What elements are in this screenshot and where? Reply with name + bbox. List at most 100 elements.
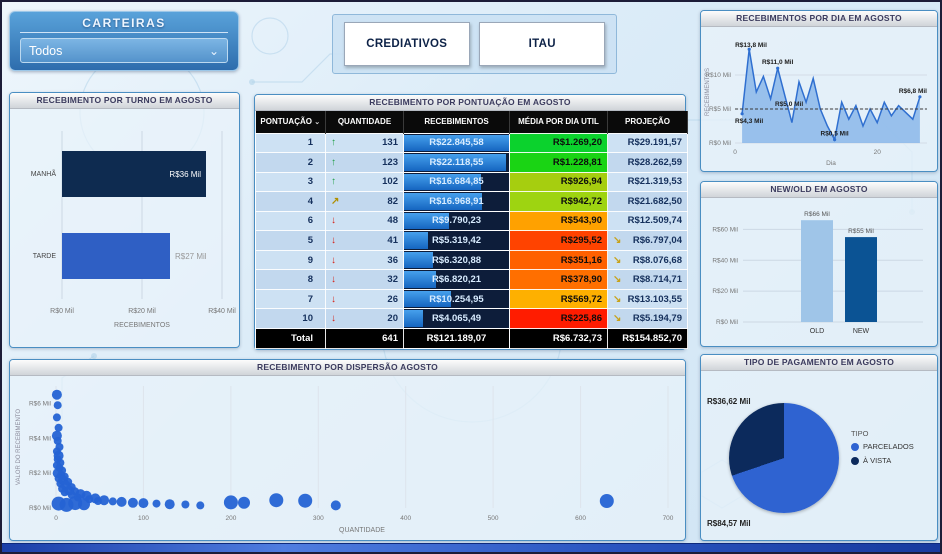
- tick-label: 200: [225, 515, 236, 522]
- cell-media: R$1.228,81: [509, 152, 608, 173]
- table-row[interactable]: 8 ↓ 32 R$6.820,21 R$378,90 ↘ R$8.714,71: [255, 269, 688, 290]
- button-itau[interactable]: ITAU: [479, 22, 606, 66]
- tick-label: 300: [313, 515, 324, 522]
- scatter-point[interactable]: [54, 423, 63, 432]
- carteiras-dropdown[interactable]: Todos ⌄: [20, 38, 228, 63]
- scatter-point[interactable]: [138, 498, 149, 509]
- table-row[interactable]: 7 ↓ 26 R$10.254,95 R$569,72 ↘ R$13.103,55: [255, 288, 688, 310]
- scatter-point[interactable]: [53, 436, 62, 445]
- scatter-point[interactable]: [60, 488, 69, 497]
- cell-projecao: ↘ R$8.714,71: [607, 269, 688, 290]
- panel-recebimento-por-pontuacao: RECEBIMENTO POR PONTUAÇÃO EM AGOSTO PONT…: [254, 94, 688, 350]
- table-row[interactable]: 4 ↗ 82 R$16.968,91 R$942,72 R$21.682,50: [255, 191, 688, 212]
- column-header[interactable]: QUANTIDADE: [325, 111, 404, 133]
- cell-pontuacao: 7: [255, 288, 326, 310]
- scatter-point[interactable]: [51, 389, 62, 400]
- scatter-point[interactable]: [330, 500, 341, 511]
- column-header[interactable]: RECEBIMENTOS: [403, 111, 510, 133]
- tick-label: R$2 Mil: [29, 470, 52, 477]
- data-bar: [404, 173, 481, 191]
- scatter-point[interactable]: [238, 496, 250, 509]
- cell-recebimentos: R$22.118,55: [403, 152, 510, 173]
- table-row[interactable]: 6 ↓ 48 R$9.790,23 R$543,90 R$12.509,74: [255, 210, 688, 232]
- cell-projecao: R$21.319,53: [607, 171, 688, 193]
- daily-area-chart[interactable]: RECEBIMENTOS R$0 Mil R$5 Mil R$10 Mil R$5,0 …: [701, 27, 937, 171]
- column-header[interactable]: MÉDIA POR DIA UTIL: [509, 111, 608, 133]
- cell-media: R$569,72: [509, 288, 608, 310]
- data-point[interactable]: [776, 66, 780, 70]
- data-bar: [404, 232, 429, 249]
- data-bar: [404, 290, 452, 308]
- table-row[interactable]: 10 ↓ 20 R$4.065,49 R$225,86 ↘ R$5.194,79: [255, 308, 688, 329]
- trend-down-icon: ↓: [331, 293, 336, 305]
- newold-bar-chart[interactable]: R$0 Mil R$20 Mil R$40 Mil R$60 Mil R$66 Mil O…: [701, 198, 937, 346]
- scatter-point[interactable]: [78, 498, 90, 511]
- category-label: OLD: [810, 328, 824, 335]
- data-point[interactable]: [918, 95, 922, 99]
- cell-pontuacao: 8: [255, 269, 326, 290]
- carteiras-slicer-panel: CARTEIRAS Todos ⌄: [9, 11, 239, 71]
- cell-recebimentos: R$10.254,95: [403, 288, 510, 310]
- x-axis-title: QUANTIDADE: [339, 527, 385, 534]
- cell-recebimentos: R$6.320,88: [403, 249, 510, 271]
- cell-projecao: ↘ R$5.194,79: [607, 308, 688, 329]
- turno-bar-chart[interactable]: R$0 Mil R$20 Mil R$40 Mil MANHÃ R$36 Mil TARD…: [10, 109, 239, 347]
- dispersao-scatter-chart[interactable]: VALOR DO RECEBIMENTO 0 100 200 300 400 500 600 7…: [10, 376, 685, 540]
- scatter-point[interactable]: [181, 500, 190, 509]
- scatter-point[interactable]: [52, 413, 61, 422]
- data-point[interactable]: [833, 138, 837, 142]
- column-header[interactable]: PONTUAÇÃO ⌄: [255, 111, 326, 133]
- panel-recebimento-dispersao: RECEBIMENTO POR DISPERSÃO AGOSTO VALOR D…: [9, 359, 686, 541]
- table-row[interactable]: 9 ↓ 36 R$6.320,88 R$351,16 ↘ R$8.076,68: [255, 249, 688, 271]
- cell-pontuacao: 4: [255, 191, 326, 212]
- bar-new[interactable]: [845, 237, 877, 322]
- scatter-point[interactable]: [152, 499, 161, 508]
- cell-recebimentos: R$6.820,21: [403, 269, 510, 290]
- category-label: TARDE: [33, 253, 57, 260]
- tick-label: 600: [575, 515, 586, 522]
- scatter-point[interactable]: [108, 497, 117, 506]
- panel-title: TIPO DE PAGAMENTO EM AGOSTO: [701, 355, 937, 371]
- bar-old[interactable]: [801, 220, 833, 322]
- data-bar: [404, 271, 436, 288]
- button-crediativos[interactable]: CREDIATIVOS: [343, 22, 470, 66]
- scatter-point[interactable]: [53, 401, 62, 410]
- pie-chart[interactable]: [729, 403, 839, 513]
- pie-legend: TIPO PARCELADOS À VISTA: [851, 429, 914, 470]
- pontuacao-table[interactable]: PONTUAÇÃO ⌄ QUANTIDADE RECEBIMENTOS MÉDIA P…: [255, 111, 688, 349]
- scatter-point[interactable]: [223, 495, 238, 510]
- scatter-point[interactable]: [164, 499, 175, 510]
- bar-tarde[interactable]: [62, 233, 170, 279]
- bar-manhã[interactable]: [62, 151, 206, 197]
- trend-down-right-icon: ↘: [613, 254, 622, 266]
- column-header[interactable]: PROJEÇÃO: [607, 111, 688, 133]
- cell-projecao: ↘ R$6.797,04: [607, 230, 688, 251]
- table-row[interactable]: 2 ↑ 123 R$22.118,55 R$1.228,81 R$28.262,59: [255, 152, 688, 173]
- value-label: R$27 Mil: [175, 252, 207, 261]
- data-point[interactable]: [740, 112, 744, 116]
- cell-recebimentos: R$16.968,91: [403, 191, 510, 212]
- table-row[interactable]: 1 ↑ 131 R$22.845,58 R$1.269,20 R$29.191,57: [255, 132, 688, 154]
- data-label: R$11,0 Mil: [762, 59, 794, 66]
- data-label: R$4,3 Mil: [735, 118, 763, 125]
- panel-title: RECEBIMENTO POR TURNO EM AGOSTO: [10, 93, 239, 109]
- legend-item-parcelados[interactable]: PARCELADOS: [851, 442, 914, 451]
- scatter-point[interactable]: [116, 496, 127, 507]
- table-row[interactable]: 3 ↑ 102 R$16.684,85 R$926,94 R$21.319,53: [255, 171, 688, 193]
- scatter-point[interactable]: [599, 494, 614, 508]
- scatter-point[interactable]: [269, 493, 284, 508]
- pie-value-label-parcelados: R$84,57 Mil: [707, 519, 751, 528]
- bottom-accent-bar: [2, 543, 940, 552]
- legend-item-a-vista[interactable]: À VISTA: [851, 456, 914, 465]
- cell-projecao: ↘ R$8.076,68: [607, 249, 688, 271]
- tick-label: 400: [400, 515, 411, 522]
- data-label: R$6,8 Mil: [899, 88, 927, 95]
- table-row[interactable]: 5 ↓ 41 R$5.319,42 R$295,52 ↘ R$6.797,04: [255, 230, 688, 251]
- scatter-point[interactable]: [196, 501, 205, 510]
- data-point[interactable]: [747, 47, 751, 51]
- scatter-point[interactable]: [94, 497, 102, 505]
- scatter-point[interactable]: [298, 493, 313, 508]
- scatter-point[interactable]: [127, 497, 138, 508]
- cell-pontuacao: 1: [255, 132, 326, 154]
